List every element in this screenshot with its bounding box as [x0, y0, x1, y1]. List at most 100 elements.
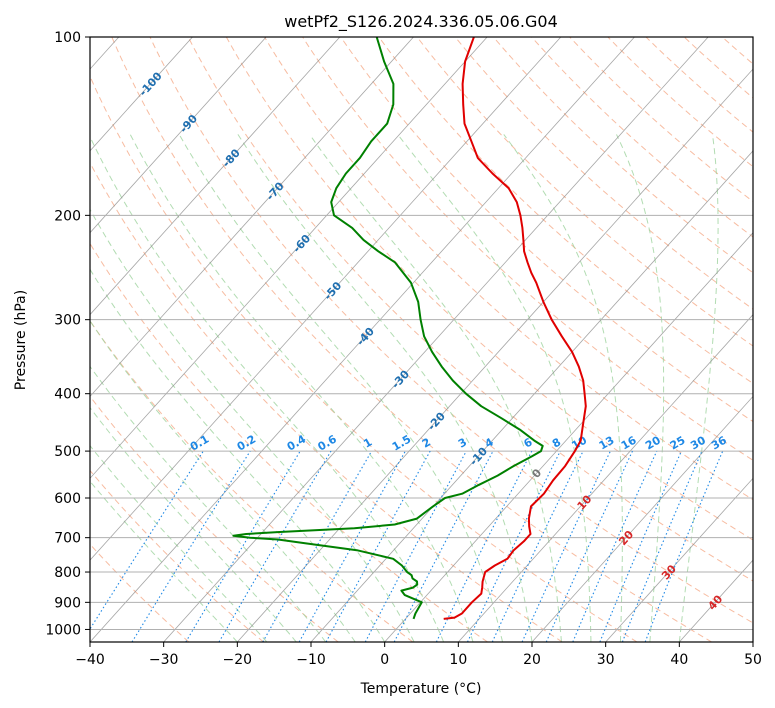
- x-axis-label: Temperature (°C): [360, 681, 482, 697]
- mixing-ratio-line: [185, 450, 301, 642]
- moist-adiabat: [397, 134, 592, 642]
- y-axis-label: Pressure (hPa): [13, 290, 29, 390]
- dry-adiabat: [531, 37, 753, 238]
- dry-adiabat: [607, 37, 753, 168]
- moist-adiabat: [90, 444, 268, 642]
- dry-adiabat: [90, 242, 488, 642]
- dry-adiabat: [493, 37, 753, 274]
- isotherm-line: [90, 37, 193, 152]
- mixing-ratio-label: 1: [361, 436, 374, 451]
- moist-adiabat: [90, 365, 327, 642]
- mixing-ratio-line: [298, 450, 406, 642]
- mixing-ratio-label: 3: [456, 436, 469, 451]
- x-tick-label: 20: [523, 652, 541, 668]
- isotherm-line: [90, 37, 488, 479]
- mixing-ratio-label: 36: [709, 433, 729, 452]
- x-tick-label: 10: [449, 652, 467, 668]
- x-tick-label: −10: [296, 652, 326, 668]
- chart-title: wetPf2_S126.2024.336.05.06.G04: [284, 12, 558, 32]
- isotherm-line: [90, 37, 341, 316]
- isotherm-line: [752, 641, 753, 642]
- mixing-ratio-line: [218, 450, 332, 642]
- isotherm-line: [163, 37, 709, 642]
- mixing-ratio-line: [131, 450, 251, 642]
- mixing-ratio-line: [467, 450, 561, 642]
- isotherm-line: [458, 313, 753, 642]
- isotherm-line: [90, 37, 635, 642]
- mixing-ratio-line: [572, 450, 658, 642]
- mixing-ratio-label: 16: [619, 433, 639, 452]
- x-tick-label: 30: [597, 652, 615, 668]
- plot-frame: [89, 36, 754, 643]
- dry-adiabat: [90, 161, 563, 642]
- y-tick-label: 700: [54, 531, 81, 547]
- isotherm-line: [90, 37, 414, 398]
- mixing-ratio-label: 20: [643, 433, 663, 452]
- mixing-ratio-label: 6: [521, 435, 534, 450]
- moist-adiabat: [503, 134, 623, 642]
- mixing-ratio-line: [90, 450, 204, 631]
- isotherm-line: [90, 37, 562, 561]
- isotherm-line: [384, 232, 753, 642]
- moist-adiabat: [616, 134, 665, 642]
- dry-adiabat: [187, 37, 753, 582]
- isotherm-line: [237, 68, 753, 642]
- dry-adiabat: [761, 37, 775, 642]
- moist-adiabat: [309, 134, 562, 642]
- moist-adiabat: [678, 134, 719, 642]
- moist-adiabat: [90, 135, 445, 642]
- dry-adiabat: [90, 75, 638, 642]
- mixing-ratio-label: 25: [668, 434, 688, 453]
- moist-adiabat: [90, 268, 386, 642]
- y-tick-label: 600: [54, 491, 81, 507]
- isotherm-line: [679, 559, 753, 642]
- isotherm-line: [310, 150, 753, 642]
- x-tick-label: 0: [380, 652, 389, 668]
- y-tick-label: 1000: [45, 622, 81, 638]
- mixing-ratio-line: [545, 450, 633, 642]
- dry-adiabat: [111, 37, 712, 642]
- mixing-ratio-line: [521, 450, 611, 642]
- dry-adiabat: [225, 37, 753, 541]
- dry-adiabat: [454, 37, 753, 310]
- y-tick-label: 100: [54, 30, 81, 46]
- moist-adiabat: [90, 208, 415, 642]
- mixing-ratio-label: 2: [420, 436, 433, 451]
- moist-adiabat: [90, 480, 238, 642]
- mixing-ratio-line: [621, 450, 703, 642]
- x-tick-label: −30: [149, 652, 179, 668]
- dry-adiabat: [645, 37, 753, 133]
- moist-adiabat: [90, 406, 297, 642]
- dry-adiabat: [90, 469, 264, 642]
- mixing-ratio-line: [599, 450, 682, 642]
- x-tick-label: −40: [75, 652, 105, 668]
- mixing-ratio-line: [491, 450, 584, 642]
- mixing-ratio-label: 8: [550, 436, 563, 451]
- y-tick-label: 800: [54, 565, 81, 581]
- dry-adiabat: [416, 37, 753, 347]
- axes: −40 −30 −20 −10 0 10 20 30 40 5010020030040050060…: [45, 30, 762, 668]
- dry-adiabat: [264, 37, 753, 501]
- y-tick-label: 500: [54, 444, 81, 460]
- plot-area: 0.1 0.2 0.4 0.6 1 1.5 2 3 4 6 8 10 13 16 20 25 30 36-100-…: [90, 37, 775, 642]
- mixing-ratio-line: [325, 450, 431, 642]
- temperature-profile: [443, 37, 587, 620]
- y-tick-label: 400: [54, 387, 81, 403]
- dry-adiabat: [90, 320, 414, 642]
- x-tick-label: −20: [223, 652, 253, 668]
- dry-adiabat: [683, 37, 753, 99]
- dry-adiabat: [378, 37, 753, 384]
- x-tick-label: 40: [670, 652, 688, 668]
- mixing-ratio-label: 13: [597, 434, 617, 453]
- dewpoint-profile: [232, 37, 544, 620]
- isotherm-line: [90, 37, 267, 234]
- mixing-ratio-line: [262, 450, 373, 642]
- y-tick-label: 300: [54, 313, 81, 329]
- isotherm-label: -100: [137, 69, 165, 98]
- dry-adiabat: [149, 37, 753, 624]
- isotherm-line: [605, 477, 753, 642]
- isotherm-line: [531, 395, 753, 642]
- dry-adiabat: [340, 37, 753, 423]
- y-tick-label: 900: [54, 595, 81, 611]
